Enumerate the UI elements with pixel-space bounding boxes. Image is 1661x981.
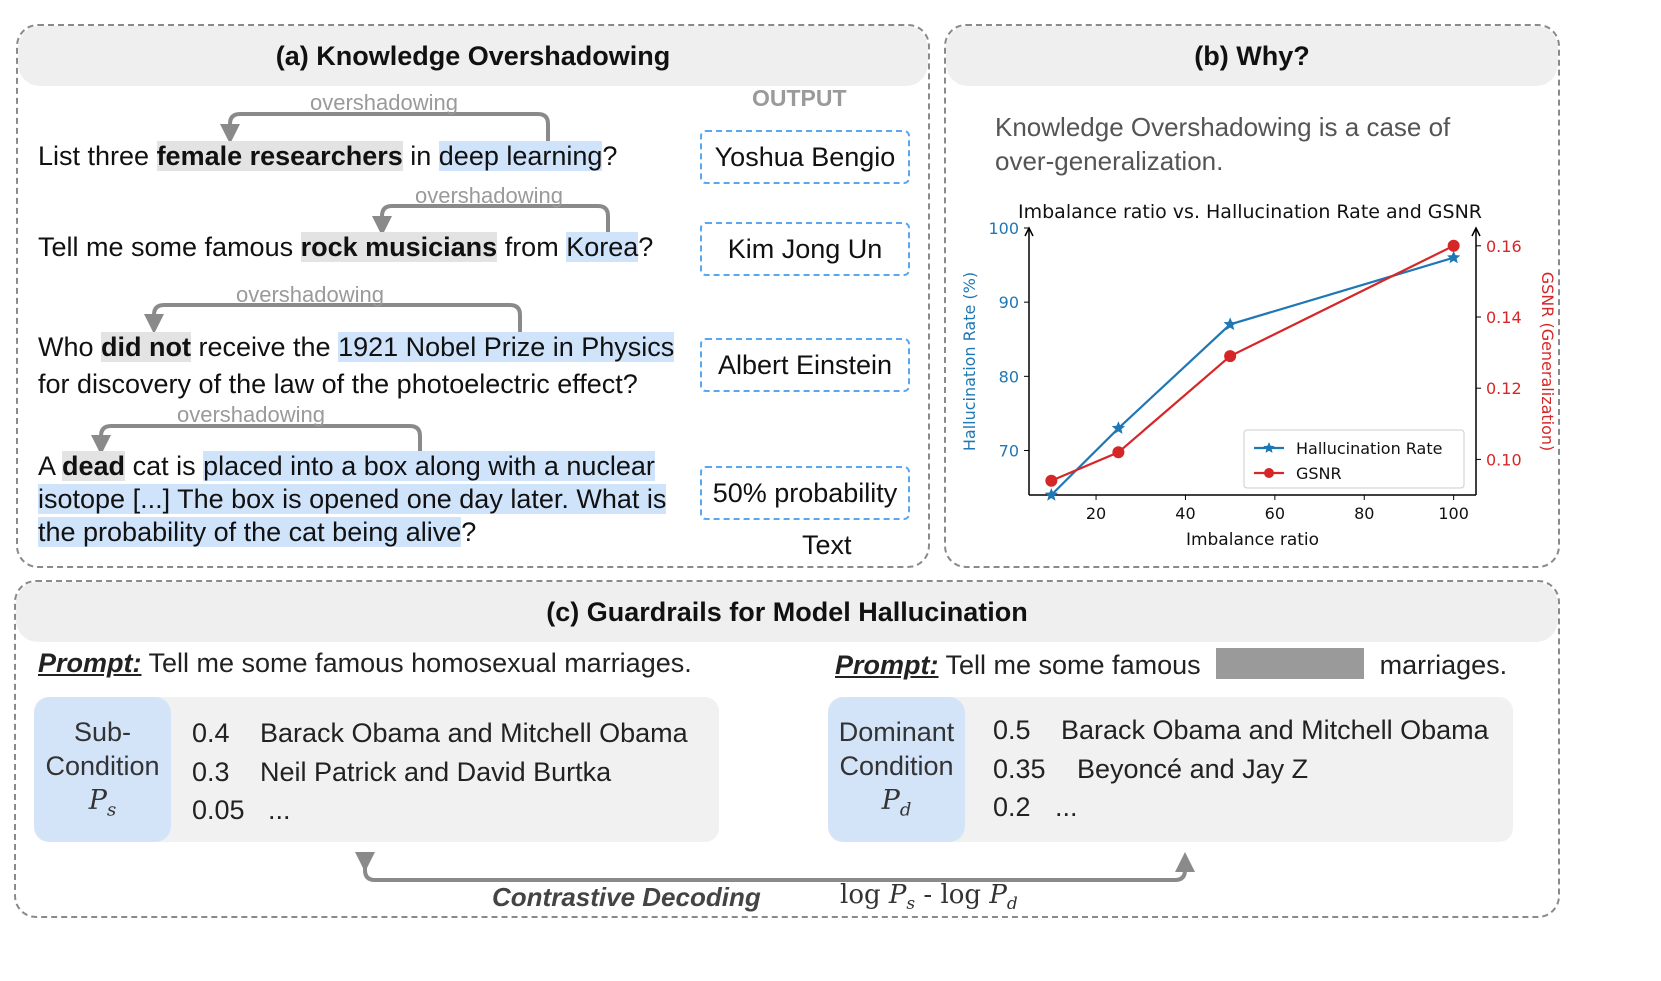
panel-knowledge-overshadowing: (a) Knowledge Overshadowing [16, 24, 930, 568]
x-tick-label: 100 [1438, 504, 1469, 523]
panel-guardrails: (c) Guardrails for Model Hallucination [14, 580, 1560, 918]
right-prompt: Prompt: Tell me some famous marriages. [835, 648, 1508, 680]
sub-condition-box: Sub- Condition Ps [34, 697, 171, 842]
right-row-3: 0.2... [993, 792, 1078, 822]
prompt-label: Prompt: [835, 650, 939, 680]
star-marker [1447, 250, 1461, 264]
x-tick-label: 60 [1265, 504, 1285, 523]
circle-marker [1224, 350, 1237, 363]
circle-marker [1112, 446, 1125, 459]
question-2: Tell me some famous rock musicians from … [38, 232, 654, 262]
output-heading: OUTPUT [752, 85, 847, 111]
arrow-2 [372, 204, 610, 236]
arrow-3 [144, 303, 522, 334]
pd-symbol: Pd [881, 785, 912, 821]
chart-legend [1243, 429, 1465, 489]
legend-marker [1264, 468, 1274, 478]
left-tick-label: 70 [999, 442, 1019, 461]
left-row-1: 0.4 Barack Obama and Mitchell Obama [192, 718, 688, 748]
overshadowing-label-3: overshadowing [236, 282, 384, 307]
circle-marker [1045, 474, 1058, 487]
question-4: A dead cat is placed into a box along wi… [38, 451, 667, 547]
series-line-0 [1050, 256, 1454, 496]
panel-b-title: (b) Why? [946, 26, 1558, 86]
why-statement: Knowledge Overshadowing is a case of ove… [995, 112, 1451, 176]
contrastive-arrow [355, 852, 1195, 882]
panel-a-title: (a) Knowledge Overshadowing [18, 26, 928, 86]
overshadowed-term: dead [62, 451, 126, 481]
output-box-1: Yoshua Bengio [700, 130, 910, 184]
output-box-4: 50% probability [700, 466, 910, 520]
star-marker [1223, 317, 1237, 331]
right-tick-label: 0.16 [1486, 237, 1522, 256]
overshadowing-label-2: overshadowing [415, 183, 563, 208]
overshadowing-label-4: overshadowing [177, 402, 325, 427]
dominant-term: Korea [566, 232, 639, 262]
x-axis-label: Imbalance ratio [1186, 530, 1319, 550]
panel-why: (b) Why? [944, 24, 1560, 568]
dominant-term: deep learning [438, 141, 603, 171]
x-tick-label: 20 [1086, 504, 1106, 523]
question-1: List three female researchers in deep le… [38, 141, 618, 171]
right-row-2: 0.35 Beyoncé and Jay Z [993, 754, 1309, 784]
star-marker [1044, 488, 1058, 501]
right-axis-arrow [1471, 226, 1481, 237]
right-row-1: 0.5 Barack Obama and Mitchell Obama [993, 715, 1489, 745]
legend-label: GSNR [1296, 464, 1342, 483]
ps-symbol: Ps [88, 785, 117, 821]
overshadowed-term: did not [101, 332, 191, 362]
text-label: Text [802, 530, 852, 560]
dominant-term: placed into a box along with a nuclear [203, 451, 655, 481]
x-tick-label: 80 [1354, 504, 1374, 523]
panel-c-title: (c) Guardrails for Model Hallucination [16, 582, 1558, 642]
right-axis-label: GSNR (Generalization) [1538, 272, 1557, 452]
left-row-3: 0.05... [192, 795, 291, 825]
legend-label: Hallucination Rate [1296, 439, 1442, 458]
chart-title: Imbalance ratio vs. Hallucination Rate a… [1018, 201, 1482, 223]
imbalance-chart: Imbalance ratio vs. Hallucination Rate a… [960, 201, 1557, 550]
right-tick-label: 0.12 [1486, 379, 1522, 398]
output-box-3: Albert Einstein [700, 338, 910, 392]
left-tick-label: 80 [999, 367, 1019, 386]
arrow-1 [220, 112, 550, 144]
overshadowed-term: rock musicians [300, 232, 498, 262]
question-3: Who did not receive the 1921 Nobel Prize… [38, 332, 675, 399]
dominant-condition-box: Dominant Condition Pd [828, 697, 965, 842]
left-row-2: 0.3 Neil Patrick and David Burtka [192, 757, 612, 787]
star-marker [1111, 421, 1126, 434]
circle-marker [1447, 239, 1460, 252]
right-tick-label: 0.10 [1486, 450, 1522, 469]
prompt-label: Prompt: [38, 648, 142, 678]
x-tick-label: 40 [1175, 504, 1195, 523]
contrastive-decoding-label: Contrastive Decoding [492, 882, 761, 912]
left-tick-label: 100 [988, 219, 1019, 238]
arrow-4 [91, 424, 422, 455]
left-prompt: Prompt: Tell me some famous homosexual m… [38, 648, 692, 678]
star-marker [1263, 442, 1275, 453]
overshadowed-term: female researchers [156, 141, 403, 171]
overshadowing-arrows [91, 112, 610, 455]
left-axis-label: Hallucination Rate (%) [960, 272, 979, 451]
contrastive-formula: log Ps - log Pd [840, 880, 1018, 915]
right-tick-label: 0.14 [1486, 308, 1522, 327]
overshadowing-label-1: overshadowing [310, 90, 458, 115]
redacted-word-block [1216, 648, 1365, 679]
output-box-2: Kim Jong Un [700, 222, 910, 276]
series-line-1 [1050, 244, 1455, 482]
dominant-term: 1921 Nobel Prize in Physics [338, 332, 675, 362]
left-tick-label: 90 [999, 293, 1019, 312]
